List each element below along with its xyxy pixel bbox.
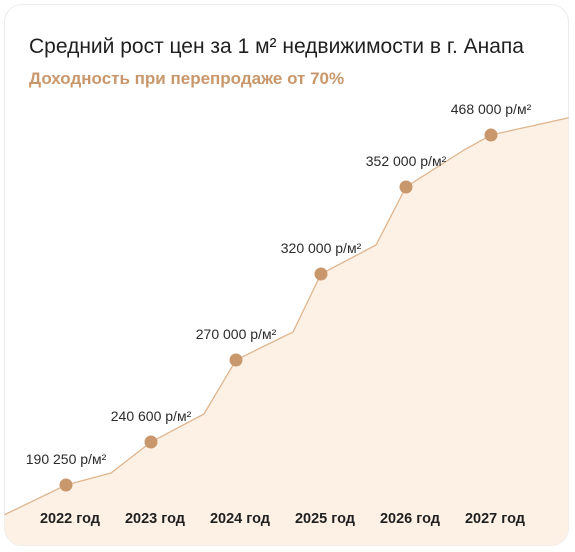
- data-point: [314, 267, 328, 281]
- x-tick-label: 2022 год: [40, 511, 100, 527]
- chart-title: Средний рост цен за 1 м² недвижимости в …: [29, 35, 524, 58]
- data-point: [484, 128, 498, 142]
- data-point: [59, 478, 73, 492]
- data-point: [229, 353, 243, 367]
- series-line: [4, 116, 569, 516]
- data-label: 320 000 р/м²: [281, 240, 362, 256]
- data-point: [399, 180, 413, 194]
- data-label: 352 000 р/м²: [366, 153, 447, 169]
- data-label: 468 000 р/м²: [451, 101, 532, 117]
- series-area-fill: [4, 117, 569, 546]
- data-point: [144, 435, 158, 449]
- x-tick-label: 2024 год: [210, 511, 270, 527]
- x-tick-label: 2026 год: [380, 511, 440, 527]
- data-label: 190 250 р/м²: [26, 451, 107, 467]
- data-label: 240 600 р/м²: [111, 408, 192, 424]
- chart-subtitle: Доходность при перепродаже от 70%: [29, 69, 345, 88]
- data-label: 270 000 р/м²: [196, 326, 277, 342]
- x-tick-label: 2027 год: [465, 511, 525, 527]
- x-tick-label: 2023 год: [125, 511, 185, 527]
- x-tick-label: 2025 год: [295, 511, 355, 527]
